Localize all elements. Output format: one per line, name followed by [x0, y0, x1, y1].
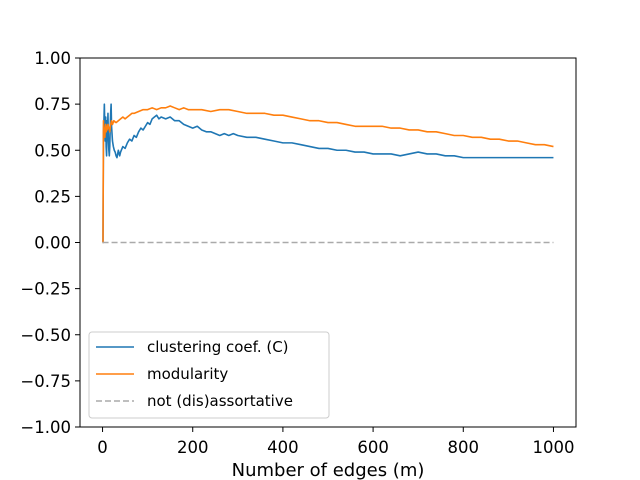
y-tick-label: 0.25	[34, 187, 71, 206]
x-tick-label: 600	[357, 438, 389, 457]
x-axis: 0 200 400 600 800 1000	[97, 427, 574, 457]
legend-box	[88, 331, 330, 419]
x-tick-label: 1000	[532, 438, 574, 457]
y-tick-label: 0.50	[34, 141, 71, 160]
y-tick-label: −0.50	[20, 326, 71, 345]
x-tick-label: 200	[177, 438, 209, 457]
x-tick-label: 400	[267, 438, 299, 457]
legend-label: not (dis)assortative	[147, 392, 293, 410]
y-tick-label: 0.00	[34, 234, 71, 253]
series-layer	[102, 103, 554, 244]
legend-label: modularity	[147, 365, 228, 383]
y-tick-label: −0.25	[20, 280, 71, 299]
series-line-clustering-coef-c	[102, 103, 554, 244]
y-tick-label: −1.00	[20, 418, 71, 437]
x-tick-label: 0	[97, 438, 108, 457]
x-axis-title: Number of edges (m)	[232, 460, 425, 480]
legend-label: clustering coef. (C)	[147, 338, 289, 356]
y-tick-label: −0.75	[20, 372, 71, 391]
series-line-modularity	[102, 105, 554, 244]
y-tick-label: 0.75	[34, 95, 71, 114]
x-tick-label: 800	[448, 438, 480, 457]
y-tick-label: 1.00	[34, 49, 71, 68]
y-axis: −1.00 −0.75 −0.50 −0.25 0.00 0.25 0.50 0.75 1.00	[20, 49, 80, 437]
legend: clustering coef. (C) modularity not (dis)a…	[88, 331, 330, 419]
